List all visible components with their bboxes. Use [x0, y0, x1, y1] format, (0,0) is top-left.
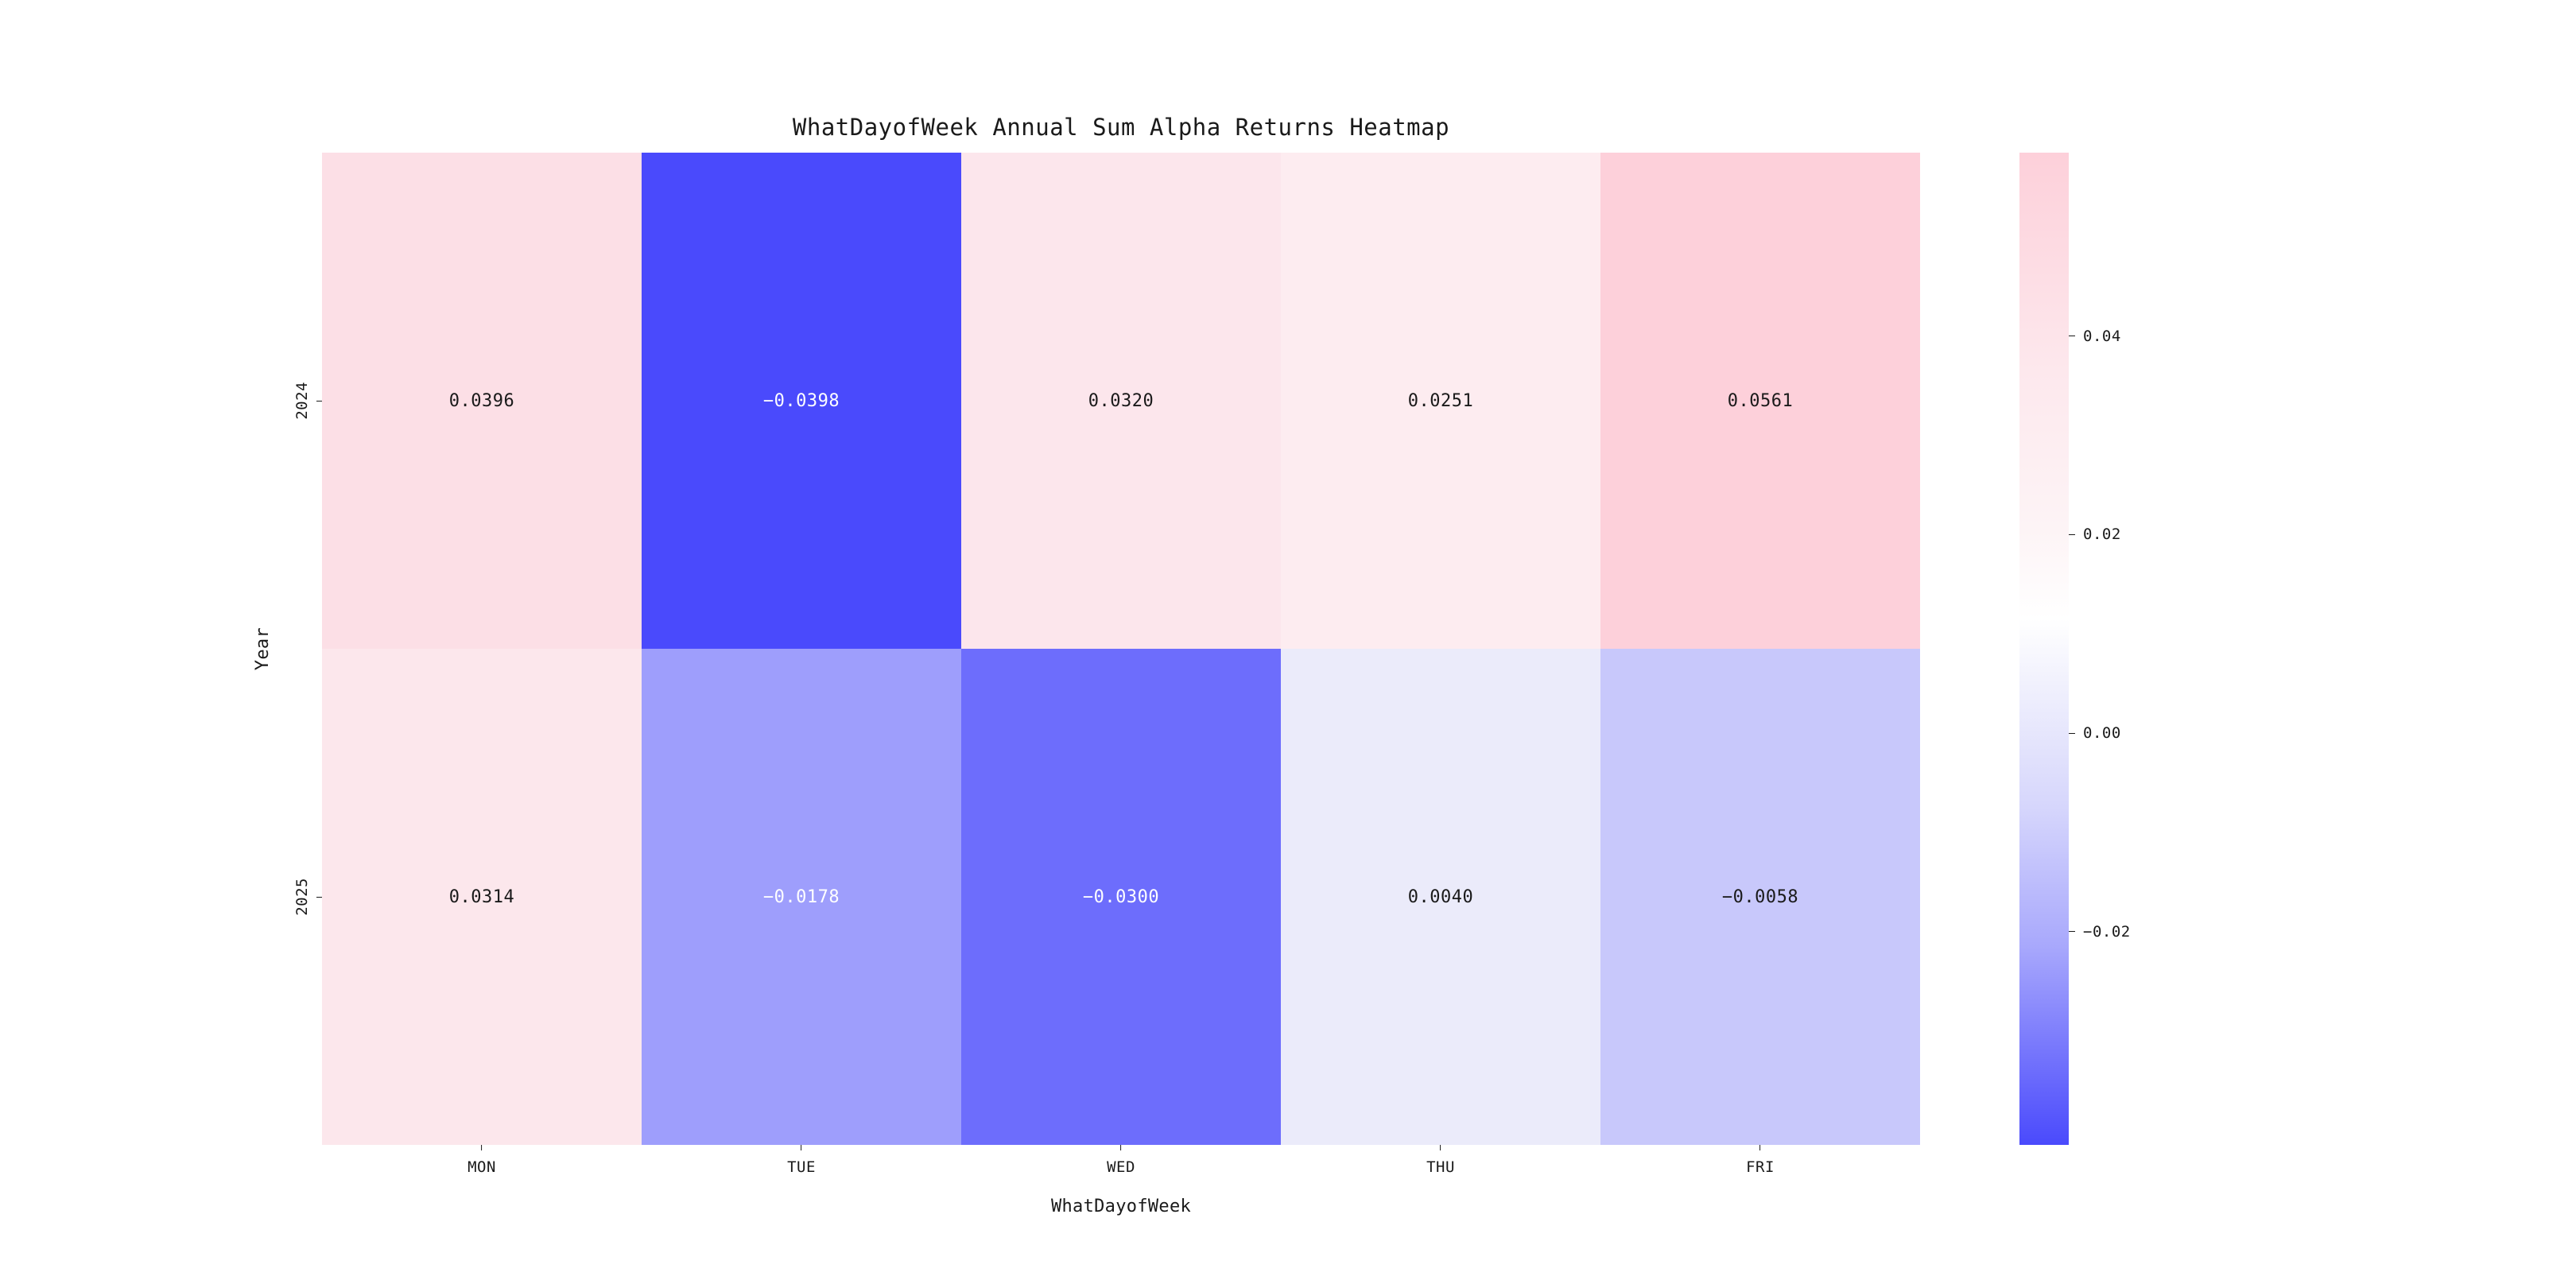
x-tick-label: THU	[1426, 1158, 1455, 1176]
x-tick-label: TUE	[787, 1158, 816, 1176]
heatmap-cell-value: −0.0300	[1082, 886, 1160, 907]
heatmap-cell: −0.0398	[642, 153, 961, 649]
x-tick-mark	[1440, 1145, 1441, 1150]
y-tick-label: 2024	[293, 382, 311, 420]
heatmap-cell-value: 0.0561	[1727, 390, 1794, 411]
x-tick-label: WED	[1107, 1158, 1135, 1176]
heatmap-cell-value: −0.0058	[1721, 886, 1799, 907]
y-tick-label: 2025	[293, 878, 311, 916]
heatmap-cell-value: −0.0398	[762, 390, 840, 411]
colorbar-tick: 0.02	[2069, 522, 2121, 546]
heatmap-cell: 0.0040	[1281, 649, 1600, 1145]
heatmap-cell-value: 0.0396	[448, 390, 515, 411]
heatmap-cell: 0.0561	[1600, 153, 1920, 649]
colorbar-tick: 0.00	[2069, 721, 2121, 745]
x-tick-tue: TUE	[787, 1145, 816, 1176]
colorbar: 0.04 0.02 0.00 −0.02	[2019, 153, 2130, 1145]
colorbar-tick-label: 0.04	[2083, 327, 2121, 345]
heatmap-cells: 0.0396 −0.0398 0.0320 0.0251 0.0561 0.0314 −0.…	[322, 153, 1920, 1145]
colorbar-tick: 0.04	[2069, 324, 2121, 348]
y-tick-mark	[316, 400, 322, 402]
heatmap-cell: 0.0251	[1281, 153, 1600, 649]
heatmap-cell: −0.0178	[642, 649, 961, 1145]
colorbar-tick-label: 0.02	[2083, 526, 2121, 544]
x-tick-mark	[1759, 1145, 1761, 1150]
colorbar-ticks: 0.04 0.02 0.00 −0.02	[2069, 153, 2212, 1145]
colorbar-tick-label: −0.02	[2083, 922, 2131, 941]
x-tick-mark	[1120, 1145, 1122, 1150]
y-axis-label-text: Year	[253, 627, 273, 671]
y-axis-ticks: 2024 2025	[274, 153, 322, 1145]
heatmap-cell: −0.0300	[961, 649, 1281, 1145]
colorbar-tick-mark	[2069, 732, 2075, 734]
colorbar-tick-mark	[2069, 533, 2075, 535]
x-tick-label: MON	[467, 1158, 496, 1176]
heatmap-cell-value: 0.0040	[1407, 886, 1474, 907]
x-tick-mon: MON	[467, 1145, 496, 1176]
x-axis-label: WhatDayofWeek	[1050, 1197, 1192, 1216]
colorbar-gradient	[2019, 153, 2069, 1145]
x-tick-fri: FRI	[1746, 1145, 1775, 1176]
x-tick-thu: THU	[1426, 1145, 1455, 1176]
heatmap-cell-value: 0.0320	[1088, 390, 1154, 411]
colorbar-tick-label: 0.00	[2083, 724, 2121, 743]
chart-title: WhatDayofWeek Annual Sum Alpha Returns H…	[792, 114, 1450, 141]
y-tick-2024: 2024	[293, 382, 322, 420]
x-tick-label: FRI	[1746, 1158, 1775, 1176]
x-tick-mark	[481, 1145, 483, 1150]
heatmap-cell: −0.0058	[1600, 649, 1920, 1145]
colorbar-tick-mark	[2069, 931, 2075, 933]
y-tick-mark	[316, 896, 322, 898]
heatmap-cell-value: 0.0314	[448, 886, 515, 907]
heatmap-cell: 0.0314	[322, 649, 642, 1145]
heatmap-cell: 0.0396	[322, 153, 642, 649]
colorbar-tick: −0.02	[2069, 920, 2131, 944]
heatmap-cell-value: −0.0178	[762, 886, 840, 907]
y-axis-label: Year	[253, 153, 273, 1145]
heatmap-cell-value: 0.0251	[1407, 390, 1474, 411]
x-axis-ticks: MON TUE WED THU FRI	[322, 1145, 1920, 1193]
heatmap-cell: 0.0320	[961, 153, 1281, 649]
y-tick-2025: 2025	[293, 878, 322, 916]
x-tick-wed: WED	[1107, 1145, 1135, 1176]
